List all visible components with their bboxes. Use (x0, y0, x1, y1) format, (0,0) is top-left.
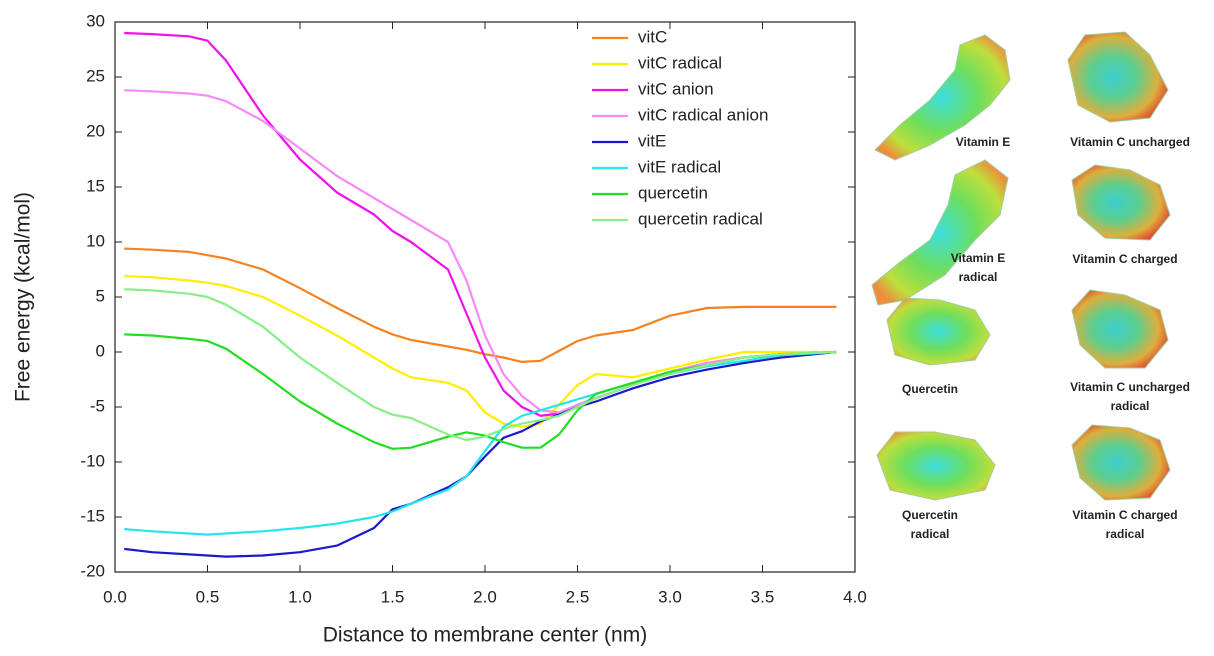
x-tick-label: 1.0 (288, 587, 312, 606)
molecule-label: Vitamin C uncharged (1070, 380, 1190, 394)
series-line (124, 288, 837, 442)
y-tick-label: 5 (96, 286, 105, 305)
x-tick-label: 4.0 (843, 587, 867, 606)
molecule-label: Quercetin (902, 508, 958, 522)
y-tick-label: 0 (96, 341, 105, 360)
x-tick-label: 2.5 (566, 587, 590, 606)
x-tick-label: 0.5 (196, 587, 220, 606)
series-line (124, 275, 837, 428)
legend-label: vitE (638, 131, 666, 150)
series-line (124, 247, 837, 363)
legend-label: vitC radical (638, 53, 722, 72)
molecule-surface (1067, 31, 1169, 123)
x-tick-label: 0.0 (103, 587, 127, 606)
x-tick-label: 1.5 (381, 587, 405, 606)
molecule-surface (874, 34, 1011, 161)
y-tick-label: -20 (80, 561, 105, 580)
molecule-surface (1071, 164, 1171, 241)
molecule-label: radical (1111, 399, 1150, 413)
molecule-label: Vitamin E (956, 135, 1010, 149)
molecule-label: Quercetin (902, 382, 958, 396)
molecule-surface (886, 297, 991, 366)
series-line (124, 89, 837, 414)
y-tick-label: 25 (86, 66, 105, 85)
y-tick-label: 20 (86, 121, 105, 140)
molecule-label: Vitamin C uncharged (1070, 135, 1190, 149)
molecule-surface (876, 431, 996, 501)
y-tick-label: 10 (86, 231, 105, 250)
molecule-label: Vitamin E (951, 251, 1005, 265)
y-tick-label: 15 (86, 176, 105, 195)
legend-label: quercetin (638, 183, 708, 202)
legend-label: vitC anion (638, 79, 714, 98)
molecule-surface (1071, 289, 1169, 369)
legend-label: vitC (638, 27, 667, 46)
legend-label: vitC radical anion (638, 105, 768, 124)
x-tick-label: 2.0 (473, 587, 497, 606)
series-line (124, 350, 837, 536)
y-tick-label: -10 (80, 451, 105, 470)
x-tick-label: 3.5 (751, 587, 775, 606)
x-tick-label: 3.0 (658, 587, 682, 606)
y-tick-label: 30 (86, 11, 105, 30)
legend-label: quercetin radical (638, 209, 763, 228)
series-line (124, 333, 837, 450)
legend-label: vitE radical (638, 157, 721, 176)
molecule-label: radical (959, 270, 998, 284)
molecule-label: radical (911, 527, 950, 541)
molecule-surface (1071, 424, 1171, 501)
y-tick-label: -15 (80, 506, 105, 525)
molecule-label: Vitamin C charged (1072, 252, 1177, 266)
y-tick-label: -5 (90, 396, 105, 415)
molecule-label: radical (1106, 527, 1145, 541)
y-axis-title: Free energy (kcal/mol) (12, 192, 35, 402)
series-line (124, 350, 837, 558)
molecule-label: Vitamin C charged (1072, 508, 1177, 522)
x-axis-title: Distance to membrane center (nm) (323, 624, 647, 647)
